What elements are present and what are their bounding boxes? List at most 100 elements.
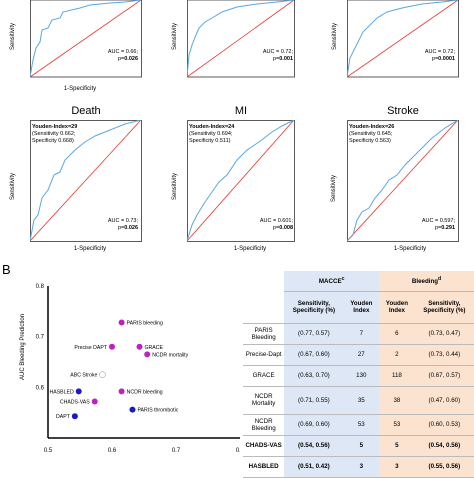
auc-value: AUC = 0.601; (259, 218, 293, 224)
table-cell: (0.67, 0.60) (284, 344, 344, 366)
roc-top-3 (347, 0, 459, 78)
table-cell: 6 (379, 323, 415, 345)
auc-value: AUC = 0.597; (421, 218, 455, 224)
data-label: GRACE (145, 345, 164, 351)
table-cell: 5 (343, 435, 380, 457)
data-label: DAPT (56, 414, 71, 420)
table-cell: 118 (379, 365, 415, 387)
col-sens-spec: Sensitivity, Specificity (%) (414, 291, 474, 324)
youden-index: Youden-Index=26 (349, 124, 395, 130)
row-label: NCDR Mortality (243, 386, 285, 415)
table-cell: (0.47, 0.60) (414, 386, 474, 415)
table-cell: 3 (343, 456, 380, 478)
x-tick-label: 0.8 (236, 448, 240, 454)
data-point (118, 388, 125, 395)
x-axis-label: 1-Specificity (233, 246, 267, 252)
col-youden: Youden Index (343, 291, 380, 324)
p-value: 0.001 (279, 56, 293, 63)
youden-index: Youden-Index=29 (32, 124, 78, 130)
table-row: PARIS Bleeding (0.77, 0.57) 7 6 (0.73, 0.47) (243, 323, 474, 345)
table-row: NCDR Mortality (0.71, 0.55) 35 38 (0.47, 0.6… (243, 386, 474, 415)
y-axis-label: Sensitivity (331, 174, 337, 202)
panel-title: Stroke (387, 105, 419, 117)
table-cell: (0.73, 0.47) (414, 323, 474, 345)
panel-title: MI (234, 105, 248, 117)
p-value: 0.291 (441, 225, 455, 232)
row-label: Precise-Dapt (243, 344, 285, 366)
data-point (136, 343, 143, 350)
data-label: HASBLED (50, 389, 74, 395)
col-youden: Youden Index (379, 291, 415, 324)
data-label: Precise DAPT (74, 345, 107, 351)
row-label: GRACE (243, 365, 285, 387)
auc-value: AUC = 0.73; (107, 218, 138, 224)
roc-top-1 (30, 0, 142, 78)
table-cell: 2 (379, 344, 415, 366)
data-label: ABC Stroke (70, 373, 97, 379)
x-tick-label: 0.5 (44, 448, 53, 454)
row-label: CHADS-VAS (243, 435, 285, 457)
p-value: 0.0001 (438, 56, 455, 63)
table-cell: (0.69, 0.60) (284, 414, 344, 436)
data-point (109, 343, 115, 350)
y-tick-label: 0.7 (36, 335, 45, 341)
y-axis-label: Sensitivity (10, 172, 16, 200)
data-point (75, 388, 82, 395)
roc-death (30, 120, 142, 242)
roc-stroke (347, 120, 459, 242)
table-cell: 53 (343, 414, 380, 436)
macce-header: MACCEc (284, 271, 380, 292)
data-point (129, 406, 136, 413)
table-cell: (0.54, 0.56) (414, 435, 474, 457)
p-value: 0.026 (124, 56, 138, 63)
y-tick-label: 0.6 (36, 385, 45, 391)
table-row: Precise-Dapt (0.67, 0.60) 27 2 (0.73, 0.44) (243, 344, 474, 366)
y-axis-label: Sensitivity (332, 22, 338, 50)
data-point (118, 319, 125, 326)
data-label: NCDR bleeding (127, 389, 163, 395)
data-label: CHADS-VAS (60, 400, 90, 406)
data-label: PARIS bleeding (127, 320, 163, 326)
table-cell: (0.54, 0.56) (284, 435, 344, 457)
table-cell: (0.63, 0.70) (284, 365, 344, 387)
p-value: 0.008 (279, 225, 293, 232)
data-label: NCDR mortality (152, 352, 188, 358)
roc-top-2 (187, 0, 295, 78)
data-label: PARIS thrombotic (137, 408, 178, 414)
table-cell: 7 (343, 323, 380, 345)
panel-label: B (2, 262, 11, 277)
youden-table: MACCEc Bleedingd Sensitivity, Specificit… (243, 271, 474, 478)
y-axis-label: Sensitivity (172, 172, 178, 200)
x-tick-label: 0.7 (172, 448, 181, 454)
table-cell: (0.73, 0.44) (414, 344, 474, 366)
x-tick-label: 0.6 (108, 448, 117, 454)
row-label: PARIS Bleeding (243, 323, 285, 345)
y-tick-label: 0.8 (36, 284, 45, 290)
table-row: GRACE (0.63, 0.70) 130 118 (0.67, 0.57) (243, 365, 474, 387)
table-cell: 35 (343, 386, 380, 415)
panel-title: Death (71, 105, 101, 117)
auc-value: AUC = 0.72; (424, 49, 455, 55)
data-point (71, 413, 78, 420)
col-sens-spec: Sensitivity, Specificity (%) (284, 291, 344, 324)
table-row: CHADS-VAS (0.54, 0.56) 5 5 (0.54, 0.56) (243, 435, 474, 457)
table-cell: (0.77, 0.57) (284, 323, 344, 345)
y-axis-label: Sensitivity (172, 22, 178, 50)
table-cell: (0.67, 0.57) (414, 365, 474, 387)
table-cell: (0.55, 0.56) (414, 456, 474, 478)
table-cell: 130 (343, 365, 380, 387)
x-axis-label: 1-Specificity (63, 86, 97, 92)
auc-value: AUC = 0.66; (107, 49, 138, 55)
x-axis-label: 1-Specificity (393, 246, 427, 252)
data-point (99, 371, 106, 378)
table-cell: (0.71, 0.55) (284, 386, 344, 415)
table-cell: 27 (343, 344, 380, 366)
data-point (144, 351, 151, 358)
roc-mi (187, 120, 295, 242)
scatter-plot: 0.6 0.7 0.8 0.5 0.6 0.7 0.8 PARIS bleeding Preci… (36, 284, 240, 454)
auc-value: AUC = 0.72; (262, 49, 293, 55)
y-axis-label: Sensitivity (10, 22, 16, 50)
y-axis-label: AUC Bleeding Prediction (20, 313, 26, 380)
table-row: NCDR Bleeding (0.69, 0.60) 53 53 (0.60, 0.53… (243, 414, 474, 436)
table-cell: 38 (379, 386, 415, 415)
